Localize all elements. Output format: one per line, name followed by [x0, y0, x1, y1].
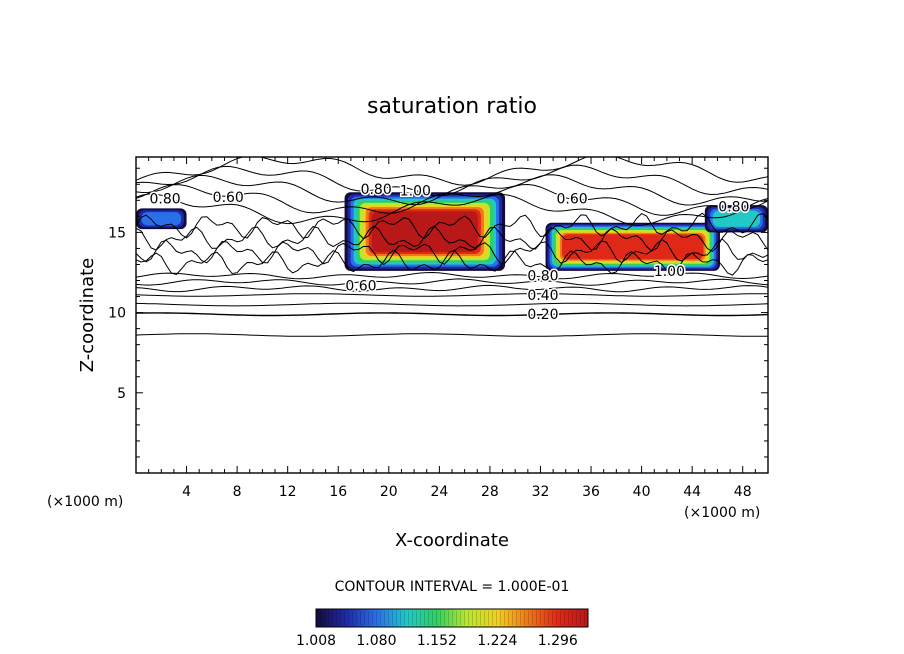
contour-line: [136, 293, 768, 297]
x-tick-label: 4: [182, 484, 191, 500]
x-tick-labels: 4 8 12 16 20 24 28 32 36 40 44 48: [182, 484, 752, 500]
colorbar-tick-label: 1.296: [538, 633, 578, 649]
x-tick-label: 48: [734, 484, 752, 500]
x-unit-right: (×1000 m): [684, 505, 760, 521]
contour-label: 0.40: [527, 288, 558, 304]
colorbar-divisions: [316, 611, 588, 625]
x-tick-label: 20: [380, 484, 398, 500]
contour-label: 0.60: [556, 192, 587, 208]
colorbar-tick-label: 1.080: [356, 633, 396, 649]
contour-line: [136, 249, 768, 276]
x-unit-left: (×1000 m): [47, 494, 123, 510]
contour-label: 0.60: [345, 278, 376, 294]
x-tick-label: 8: [233, 484, 242, 500]
x-tick-label: 44: [683, 484, 701, 500]
contour-label: 0.80: [361, 182, 392, 198]
contour-label: 1.00: [400, 184, 431, 200]
contour-line: [136, 312, 768, 317]
x-axis-label: X-coordinate: [395, 530, 509, 551]
colorbar-tick-label: 1.008: [296, 633, 336, 649]
contour-label: 0.80: [527, 269, 558, 285]
x-tick-label: 16: [329, 484, 347, 500]
y-tick-label: 15: [108, 225, 126, 241]
contour-line: [136, 183, 768, 216]
contour-label: 1.00: [654, 264, 685, 280]
y-tick-label: 5: [117, 386, 126, 402]
contour-line: [136, 333, 768, 337]
contour-labels: 0.80 0.60 0.80 1.00 0.60 0.80 1.00 0.80 0.60 0.40…: [148, 181, 751, 325]
chart-title: saturation ratio: [367, 94, 537, 119]
contour-line: [136, 284, 768, 293]
colorbar-tick-label: 1.224: [477, 633, 517, 649]
y-tick-label: 10: [108, 306, 126, 322]
contour-line: [136, 174, 768, 206]
x-tick-label: 36: [582, 484, 600, 500]
shaded-cell: [141, 212, 182, 226]
saturation-shading: [136, 192, 768, 271]
colorbar-labels: 1.008 1.080 1.152 1.224 1.296: [296, 633, 578, 649]
contour-line: [136, 302, 768, 307]
contour-line: [136, 193, 768, 226]
contour-interval-text: CONTOUR INTERVAL = 1.000E-01: [335, 579, 570, 595]
x-tick-label: 32: [532, 484, 550, 500]
contour-line: [136, 225, 768, 253]
y-axis-label: Z-coordinate: [77, 258, 98, 373]
plot-area: [136, 157, 768, 337]
x-tick-label: 28: [481, 484, 499, 500]
contour-label: 0.20: [527, 307, 558, 323]
contour-label: 0.80: [718, 200, 749, 216]
shaded-cell: [712, 210, 761, 227]
x-tick-label: 40: [633, 484, 651, 500]
x-tick-label: 12: [279, 484, 297, 500]
y-tick-labels: 5 10 15: [108, 225, 126, 401]
contour-label: 0.80: [149, 192, 180, 208]
contour-line: [136, 212, 768, 240]
contour-line: [136, 278, 768, 286]
colorbar-tick-label: 1.152: [417, 633, 457, 649]
axis-ticks: [136, 157, 768, 473]
contour-label: 0.60: [213, 190, 244, 206]
contour-line: [136, 271, 768, 280]
contour-line: [136, 238, 768, 266]
x-tick-label: 24: [430, 484, 448, 500]
shaded-cell: [561, 234, 704, 260]
